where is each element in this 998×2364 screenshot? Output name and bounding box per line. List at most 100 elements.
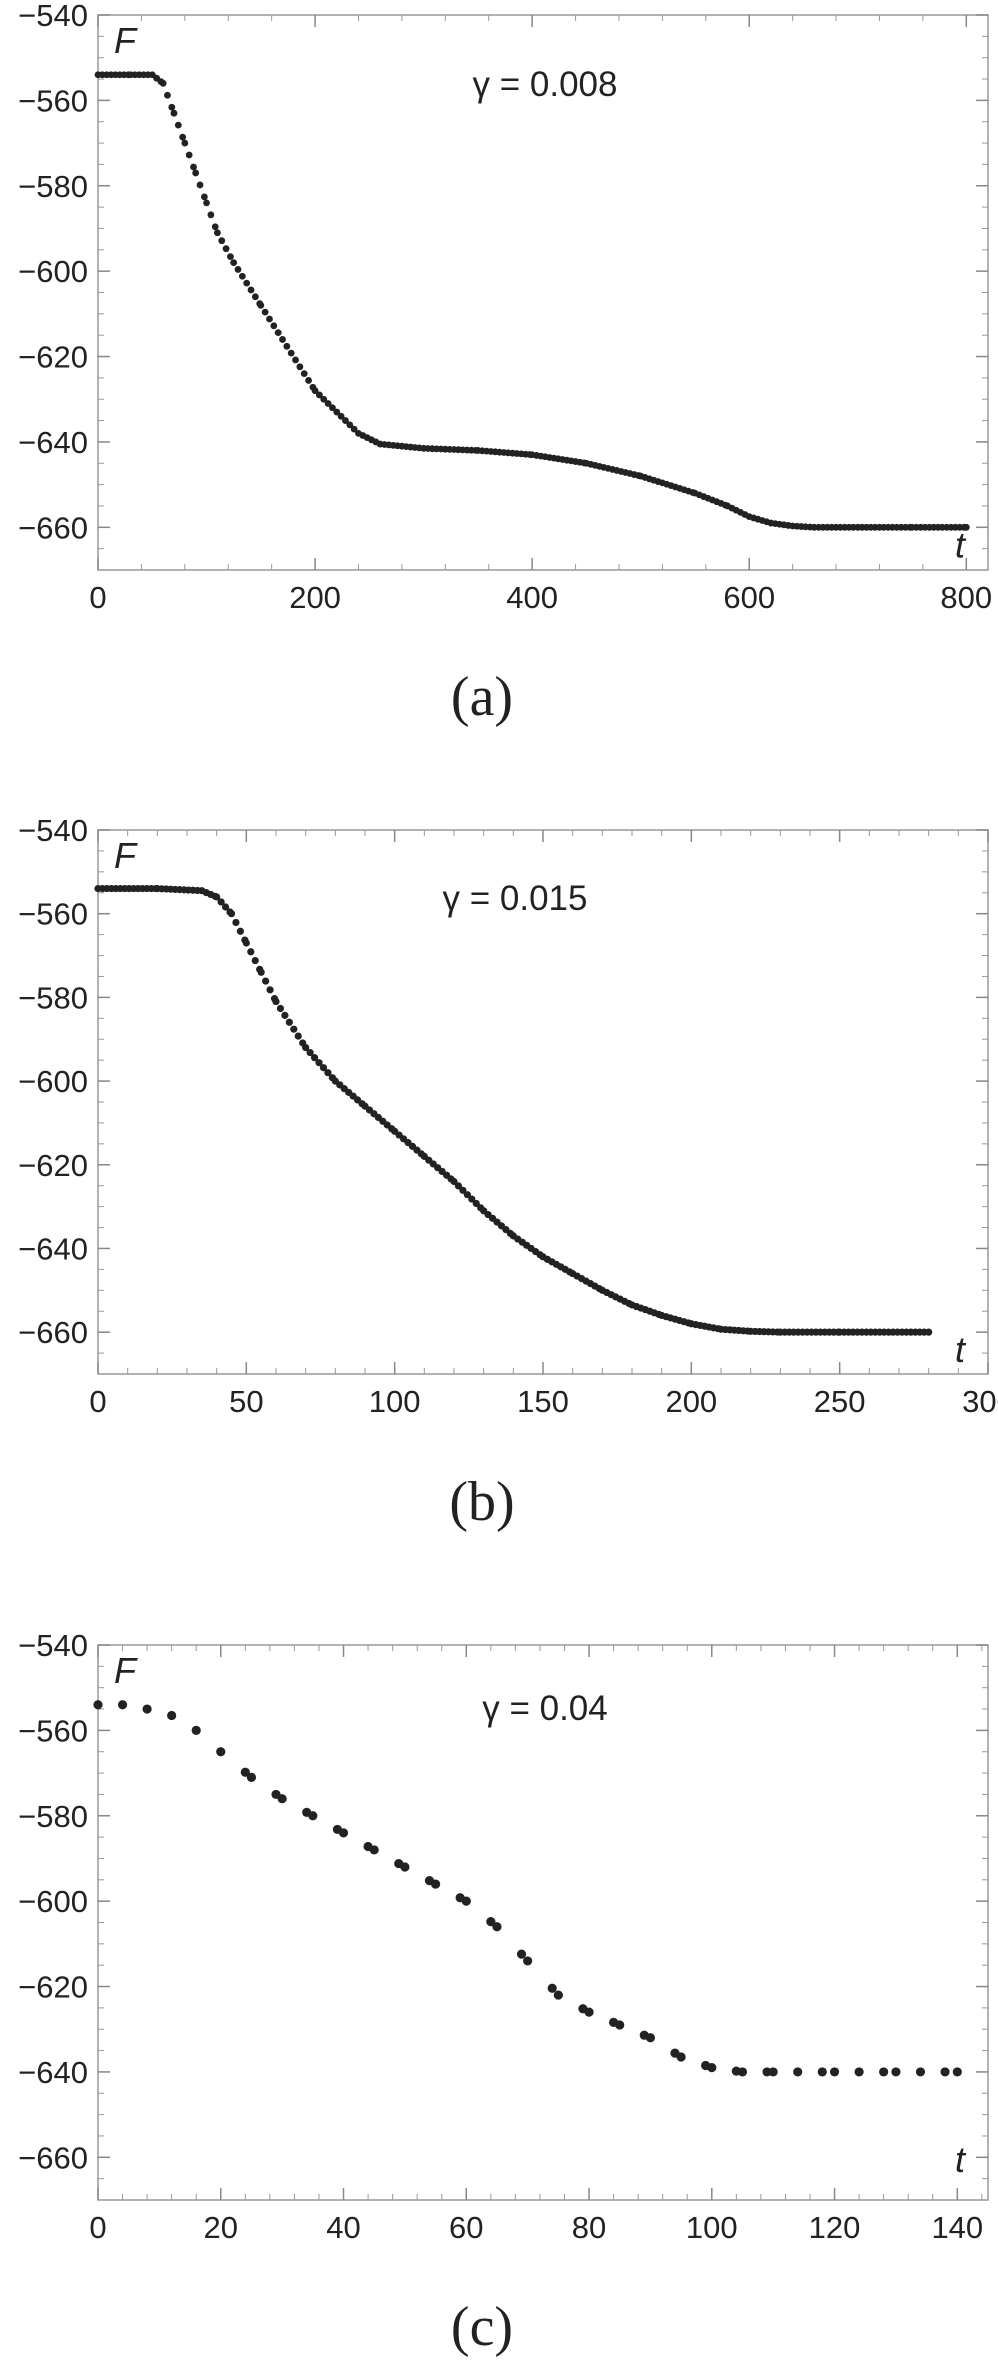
data-point <box>218 237 226 245</box>
data-point <box>430 1879 441 1889</box>
data-point <box>227 253 234 261</box>
data-point <box>324 1069 332 1077</box>
data-point <box>222 245 230 253</box>
data-point <box>272 997 280 1006</box>
x-tick-label: 120 <box>809 2210 861 2245</box>
data-point <box>191 1725 201 1735</box>
x-tick-label: 0 <box>89 2210 106 2245</box>
x-tick-label: 250 <box>814 1384 866 1419</box>
y-tick-label: −600 <box>18 1884 88 1919</box>
data-point <box>236 927 244 935</box>
data-point <box>181 139 189 147</box>
data-point <box>461 1896 471 1906</box>
data-point <box>270 322 278 330</box>
data-point <box>338 1828 349 1838</box>
data-point <box>319 1064 328 1072</box>
data-point <box>216 1747 226 1757</box>
data-point <box>261 308 269 316</box>
data-point <box>266 986 274 994</box>
data-point <box>117 1700 128 1710</box>
data-point <box>450 1177 458 1186</box>
x-tick-label: 200 <box>289 580 341 615</box>
data-point <box>915 2067 926 2077</box>
data-point <box>283 342 291 350</box>
x-tick-label: 200 <box>665 1384 717 1419</box>
data-point <box>472 1199 480 1208</box>
data-point <box>243 279 251 287</box>
data-point <box>523 1956 533 1966</box>
data-point <box>400 1862 410 1872</box>
panel-caption: (c) <box>451 2296 513 2358</box>
y-tick-label: −580 <box>18 980 88 1015</box>
x-tick-label: 100 <box>686 2210 738 2245</box>
data-point <box>217 898 225 906</box>
data-point <box>167 1710 177 1721</box>
x-tick-label: 800 <box>940 580 992 615</box>
data-point <box>281 1011 289 1019</box>
data-point <box>879 2067 889 2077</box>
data-point <box>615 2020 625 2030</box>
data-point <box>200 193 208 201</box>
data-point <box>213 893 221 901</box>
data-point <box>246 1772 257 1782</box>
data-point <box>203 199 210 207</box>
y-tick-label: −620 <box>18 1970 88 2005</box>
data-point <box>737 2067 748 2077</box>
y-axis-label: F <box>114 1650 138 1691</box>
data-point <box>547 1983 557 1993</box>
data-point <box>234 266 242 273</box>
data-point <box>645 2033 656 2043</box>
data-point <box>247 286 255 294</box>
data-point <box>306 1049 314 1057</box>
data-point <box>584 2007 594 2017</box>
data-point <box>207 211 215 219</box>
data-point <box>168 103 176 111</box>
data-point <box>492 1922 502 1932</box>
data-point <box>238 272 246 280</box>
data-point <box>486 1917 496 1927</box>
x-tick-label: 80 <box>572 2210 606 2245</box>
data-point <box>324 400 332 407</box>
data-point <box>302 1044 310 1052</box>
data-point <box>676 2052 686 2062</box>
data-point <box>468 1195 476 1203</box>
data-point <box>232 918 240 927</box>
data-point <box>285 1018 293 1026</box>
x-tick-label: 60 <box>449 2210 483 2245</box>
data-point <box>925 1328 933 1336</box>
data-point <box>337 412 345 420</box>
data-point <box>274 329 282 337</box>
data-point <box>315 1059 323 1067</box>
data-point <box>296 363 304 371</box>
y-tick-label: −540 <box>18 1628 88 1663</box>
data-point <box>179 133 187 141</box>
x-tick-label: 400 <box>506 580 558 615</box>
data-point <box>227 910 236 918</box>
x-axis-label: t <box>955 2139 967 2180</box>
data-point <box>300 370 308 378</box>
x-tick-label: 140 <box>931 2210 983 2245</box>
panel-caption: (b) <box>449 1471 514 1533</box>
x-axis-label: t <box>955 524 967 565</box>
data-point <box>196 181 204 189</box>
x-tick-label: 0 <box>89 580 106 615</box>
data-point <box>251 956 259 965</box>
data-point <box>311 387 319 395</box>
data-point <box>257 301 265 309</box>
y-axis-label: F <box>114 20 138 61</box>
chart-panel-2: 0 50 100 150 200 250 300 −540 −560 −580 −600 −620 −6… <box>18 813 998 1533</box>
data-point <box>221 903 230 911</box>
y-tick-label: −560 <box>18 83 88 118</box>
y-tick-label: −660 <box>18 2140 88 2175</box>
data-point <box>459 1186 467 1194</box>
plot-frame <box>97 1644 989 2201</box>
data-point <box>854 2067 864 2077</box>
data-point <box>316 391 323 399</box>
data-point <box>247 948 255 956</box>
y-tick-label: −560 <box>18 1713 88 1748</box>
data-point <box>707 2063 717 2073</box>
data-point <box>240 1767 250 1777</box>
x-tick-label: 150 <box>517 1384 569 1419</box>
data-point <box>962 523 970 531</box>
